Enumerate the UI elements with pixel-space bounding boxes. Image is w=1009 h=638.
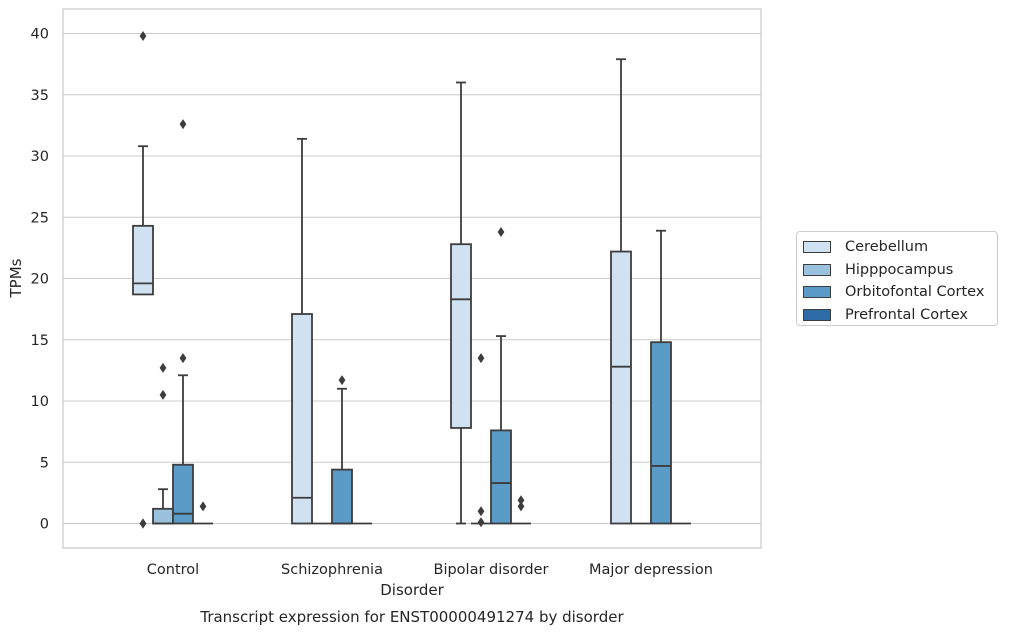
y-tick-label-5: 5 [40,455,49,471]
box-s1-c0 [152,362,174,525]
outlier-s3-c2-0 [517,501,525,512]
box-rect-s0-c2 [450,243,472,429]
x-tick-label-0: Control [147,562,199,578]
outlier-s3-c2-1 [517,495,525,506]
box-rect-s1-c0 [152,507,174,525]
y-tick-label-30: 30 [31,149,49,165]
x-tick-label-1: Schizophrenia [281,562,383,578]
outlier-s1-c0-1 [159,362,167,373]
outlier-s1-c2-1 [477,506,485,517]
box-rect-s2-c3 [650,341,672,525]
legend-swatch-orbitofontal-cortex [803,286,831,299]
outlier-s3-c0-0 [199,501,207,512]
outlier-s2-c0-1 [179,119,187,130]
box-rect-s0-c1 [291,313,313,525]
y-tick-label-20: 20 [31,272,49,288]
box-s3-c0 [193,501,213,525]
legend-item-cerebellum: Cerebellum [797,236,997,259]
chart-caption: Transcript expression for ENST0000049127… [199,608,624,626]
outlier-s1-c2-2 [477,353,485,364]
y-tick-label-15: 15 [31,333,49,349]
box-layer [132,30,691,529]
legend-label-cerebellum: Cerebellum [845,239,929,256]
x-tick-label-2: Bipolar disorder [434,562,549,578]
y-tick-label-25: 25 [31,210,49,226]
legend: Cerebellum Hipppocampus Orbitofontal Cor… [796,231,998,326]
box-s0-c1 [291,137,313,525]
plot-frame [62,8,762,549]
box-rect-s2-c0 [172,463,194,525]
legend-item-hipppocampus: Hipppocampus [797,259,997,282]
legend-swatch-hipppocampus [803,263,831,276]
box-s0-c3 [610,58,632,525]
legend-item-prefrontal-cortex: Prefrontal Cortex [797,304,997,327]
outlier-s2-c1-0 [338,375,346,386]
x-axis-label: Disorder [380,581,444,599]
box-s2-c3 [650,229,672,525]
legend-label-prefrontal-cortex: Prefrontal Cortex [845,306,968,323]
y-tick-label-35: 35 [31,88,49,104]
y-axis-label: TPMs [7,258,25,298]
box-s1-c2 [471,353,491,528]
box-rect-s0-c3 [610,250,632,525]
outlier-s2-c2-0 [497,226,505,237]
legend-swatch-prefrontal-cortex [803,308,831,321]
x-tick-label-3: Major depression [589,562,713,578]
legend-label-orbitofontal-cortex: Orbitofontal Cortex [845,284,985,301]
box-s0-c2 [450,81,472,525]
outlier-s2-c0-0 [179,353,187,364]
outlier-s0-c0-2 [139,30,147,41]
box-rect-s2-c2 [490,429,512,525]
grid-layer [63,32,761,525]
y-tick-label-10: 10 [31,394,49,410]
box-s2-c2 [490,226,512,525]
box-s0-c0 [132,30,154,529]
y-tick-label-0: 0 [40,517,49,533]
box-s2-c1 [331,375,353,525]
y-tick-label-40: 40 [31,27,49,43]
legend-item-orbitofontal-cortex: Orbitofontal Cortex [797,281,997,304]
legend-swatch-cerebellum [803,241,831,254]
outlier-s1-c2-0 [477,517,485,528]
legend-label-hipppocampus: Hipppocampus [845,261,954,278]
box-rect-s2-c1 [331,468,353,525]
box-rect-s0-c0 [132,224,154,296]
outlier-s0-c0-1 [139,518,147,529]
box-s2-c0 [172,119,194,525]
outlier-s1-c0-0 [159,389,167,400]
tick-layer: 0 5 10 15 20 25 30 35 40 Control Schizophrenia Bipo… [31,27,713,579]
box-s3-c2 [511,495,531,525]
